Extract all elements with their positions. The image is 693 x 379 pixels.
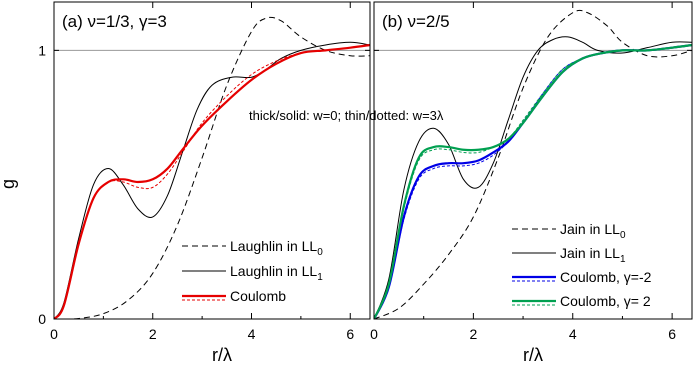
x-tick-label: 0	[370, 326, 378, 342]
x-tick-label: 2	[149, 326, 157, 342]
legend-entry: Coulomb, γ= 2	[512, 293, 651, 309]
series-line-0	[374, 9, 692, 319]
x-tick-label: 6	[668, 326, 676, 342]
legend-label: Laughlin in LL1	[230, 263, 323, 283]
series-line-5	[374, 44, 692, 319]
legend-label: Jain in LL1	[560, 245, 626, 265]
line-style-annotation: thick/solid: w=0; thin/dotted: w=3λ	[249, 108, 444, 123]
legend-label: Jain in LL0	[560, 221, 626, 241]
x-tick-label: 0	[50, 326, 58, 342]
x-axis-label: r/λ	[523, 345, 543, 365]
legend-label: Coulomb	[230, 288, 286, 304]
series-line-1	[374, 36, 692, 319]
series-line-3	[374, 44, 692, 319]
plot-frame	[53, 1, 371, 320]
panel-a: 0 2 4 6 0 1 r/λ (a) ν=1/3, γ=3 Laughlin in LL0 La…	[38, 1, 371, 365]
series-line-3	[54, 44, 370, 319]
legend-entry: Coulomb	[182, 288, 286, 304]
legend-entry: Laughlin in LL1	[182, 263, 323, 283]
legend-label: Laughlin in LL0	[230, 238, 323, 258]
panel-title: (b) ν=2/5	[382, 12, 450, 31]
y-axis-label: g	[0, 179, 18, 189]
legend-entry: Jain in LL0	[512, 221, 626, 241]
series-line-1	[54, 41, 370, 319]
panel-title: (a) ν=1/3, γ=3	[62, 12, 167, 31]
x-tick-label: 6	[346, 326, 354, 342]
y-tick-label: 0	[38, 311, 46, 327]
x-tick-label: 4	[248, 326, 256, 342]
panel-b: 0 2 4 6 r/λ (b) ν=2/5 Jain in LL0 Jain in LL1 Co…	[370, 1, 693, 365]
legend-entry: Jain in LL1	[512, 245, 626, 265]
x-tick-label: 2	[469, 326, 477, 342]
legend-label: Coulomb, γ= 2	[560, 293, 651, 309]
legend-label: Coulomb, γ=-2	[560, 269, 652, 285]
legend-entry: Laughlin in LL0	[182, 238, 323, 258]
y-tick-label: 1	[38, 42, 46, 58]
x-axis-label: r/λ	[212, 345, 232, 365]
plot-frame	[373, 1, 693, 320]
legend-entry: Coulomb, γ=-2	[512, 269, 652, 285]
x-tick-label: 4	[569, 326, 577, 342]
